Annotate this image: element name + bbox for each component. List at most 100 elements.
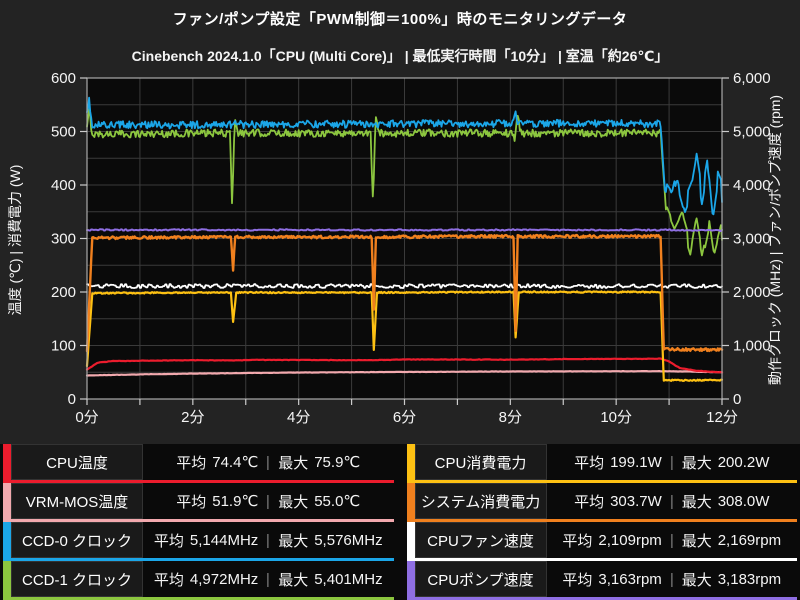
max-value: 2,169rpm <box>717 531 782 549</box>
series-stats: 平均 199.1W | 最大 200.2W <box>546 444 797 480</box>
stat-separator: | <box>670 453 673 471</box>
right-axis-tick-label: 2,000 <box>733 284 771 301</box>
series-stats: 平均 303.7W | 最大 308.0W <box>546 483 797 519</box>
left-axis-title: 温度 (℃) | 消費電力 (W) <box>7 165 23 316</box>
series-label: CPUポンプ速度 <box>414 561 547 597</box>
legend-row-cpu-power: CPU消費電力 平均 199.1W | 最大 200.2W <box>406 444 797 483</box>
max-value: 5,401MHz <box>314 570 383 588</box>
series-stats: 平均 51.9℃ | 最大 55.0℃ <box>143 483 394 519</box>
stat-separator: | <box>267 453 270 471</box>
legend-row-system-power: システム消費電力 平均 303.7W | 最大 308.0W <box>406 483 797 522</box>
legend-row-ccd1-clock: CCD-1 クロック 平均 4,972MHz | 最大 5,401MHz <box>3 561 394 600</box>
series-stats: 平均 2,109rpm | 最大 2,169rpm <box>546 522 797 558</box>
series-line-cpu-fan <box>86 283 723 289</box>
avg-value: 4,972MHz <box>189 570 259 588</box>
series-line-ccd1-clock <box>86 108 723 257</box>
left-axis-tick-label: 400 <box>51 177 76 194</box>
legend-row-ccd0-clock: CCD-0 クロック 平均 5,144MHz | 最大 5,576MHz <box>3 522 394 561</box>
series-color-bar <box>3 483 11 519</box>
max-prefix: 最大 <box>681 532 712 550</box>
x-axis-tick-label: 6分 <box>393 409 416 426</box>
series-color-bar <box>406 522 415 558</box>
right-axis-tick-label: 1,000 <box>733 338 771 355</box>
monitoring-line-chart: 0 100 200 300 400 500 600 0 1,000 2,000 3,000 4,000… <box>7 70 783 426</box>
stat-separator: | <box>670 570 673 588</box>
max-prefix: 最大 <box>681 454 712 472</box>
x-axis-tick-label: 8分 <box>499 409 522 426</box>
series-color-bar <box>406 561 415 597</box>
legend-column-right: CPU消費電力 平均 199.1W | 最大 200.2W システム消費電力 平均 303.7W… <box>406 444 797 600</box>
x-axis-tick-label: 10分 <box>600 409 632 426</box>
x-axis-tick-label: 4分 <box>287 409 310 426</box>
avg-prefix: 平均 <box>562 532 593 550</box>
avg-prefix: 平均 <box>153 571 184 589</box>
stat-separator: | <box>267 531 270 549</box>
max-prefix: 最大 <box>681 493 712 511</box>
series-line-cpu-power <box>85 290 724 382</box>
max-prefix: 最大 <box>278 532 309 550</box>
legend-row-cpu-pump: CPUポンプ速度 平均 3,163rpm | 最大 3,183rpm <box>406 561 797 600</box>
max-prefix: 最大 <box>278 493 309 511</box>
left-axis-tick-label: 200 <box>51 284 76 301</box>
right-axis-tick-label: 3,000 <box>733 231 771 248</box>
avg-prefix: 平均 <box>176 454 207 472</box>
avg-value: 51.9℃ <box>212 493 259 510</box>
legend-row-cpu-fan: CPUファン速度 平均 2,109rpm | 最大 2,169rpm <box>406 522 797 561</box>
legend-row-vrm-mos-temp: VRM-MOS温度 平均 51.9℃ | 最大 55.0℃ <box>3 483 394 522</box>
series-color-bar <box>406 444 415 480</box>
x-axis-tick-label: 12分 <box>706 409 738 426</box>
avg-value: 303.7W <box>610 492 662 510</box>
legend-column-left: CPU温度 平均 74.4℃ | 最大 75.9℃ VRM-MOS温度 平均 51.9℃ | 最大 5… <box>3 444 394 600</box>
right-axis-tick-label: 0 <box>733 391 741 408</box>
left-axis-tick-label: 0 <box>68 391 76 408</box>
max-value: 55.0℃ <box>314 493 361 510</box>
avg-value: 2,109rpm <box>598 531 662 549</box>
series-line-cpu-temp <box>85 357 724 374</box>
x-axis-tick-label: 0分 <box>75 409 98 426</box>
series-line-system-power <box>85 233 724 353</box>
avg-prefix: 平均 <box>176 493 207 511</box>
series-stats: 平均 74.4℃ | 最大 75.9℃ <box>143 444 394 480</box>
avg-value: 3,163rpm <box>598 570 662 588</box>
right-axis-tick-label: 5,000 <box>733 124 771 141</box>
max-prefix: 最大 <box>681 571 712 589</box>
avg-value: 5,144MHz <box>189 531 259 549</box>
series-line-vrm-mos-temp <box>85 370 724 377</box>
legend-row-cpu-temp: CPU温度 平均 74.4℃ | 最大 75.9℃ <box>3 444 394 483</box>
stat-separator: | <box>267 570 270 588</box>
left-axis-tick-label: 300 <box>51 231 76 248</box>
series-label: CCD-0 クロック <box>11 522 143 558</box>
left-axis-tick-label: 600 <box>51 70 76 87</box>
series-label: システム消費電力 <box>414 483 547 519</box>
max-value: 5,576MHz <box>314 531 383 549</box>
series-label: CPU温度 <box>11 444 143 480</box>
left-axis-tick-label: 500 <box>51 124 76 141</box>
series-label: CCD-1 クロック <box>11 561 143 597</box>
right-axis-tick-label: 4,000 <box>733 177 771 194</box>
avg-prefix: 平均 <box>574 493 605 511</box>
series-label: CPUファン速度 <box>414 522 547 558</box>
page-subtitle: Cinebench 2024.1.0「CPU (Multi Core)」 | 最… <box>131 48 669 64</box>
stat-separator: | <box>670 492 673 510</box>
page-title: ファン/ポンプ設定「PWM制御＝100%」時のモニタリングデータ <box>172 11 628 28</box>
max-value: 308.0W <box>717 492 770 510</box>
series-color-bar <box>3 561 11 597</box>
series-label: VRM-MOS温度 <box>11 483 143 519</box>
series-stats: 平均 3,163rpm | 最大 3,183rpm <box>546 561 797 597</box>
max-value: 3,183rpm <box>717 570 782 588</box>
avg-prefix: 平均 <box>153 532 184 550</box>
right-axis-title: 動作クロック (MHz) | ファン/ポンプ速度 (rpm) <box>767 95 783 385</box>
x-axis-tick-label: 2分 <box>181 409 204 426</box>
avg-value: 199.1W <box>610 453 662 471</box>
stat-separator: | <box>267 492 270 510</box>
max-value: 200.2W <box>717 453 770 471</box>
avg-prefix: 平均 <box>562 571 593 589</box>
legend-table: CPU温度 平均 74.4℃ | 最大 75.9℃ VRM-MOS温度 平均 51.9℃ | 最大 5… <box>0 444 800 600</box>
series-line-cpu-pump <box>86 228 723 232</box>
series-stats: 平均 5,144MHz | 最大 5,576MHz <box>143 522 394 558</box>
max-value: 75.9℃ <box>314 454 361 471</box>
max-prefix: 最大 <box>278 571 309 589</box>
right-axis-tick-label: 6,000 <box>733 70 771 87</box>
left-axis-tick-label: 100 <box>51 338 76 355</box>
